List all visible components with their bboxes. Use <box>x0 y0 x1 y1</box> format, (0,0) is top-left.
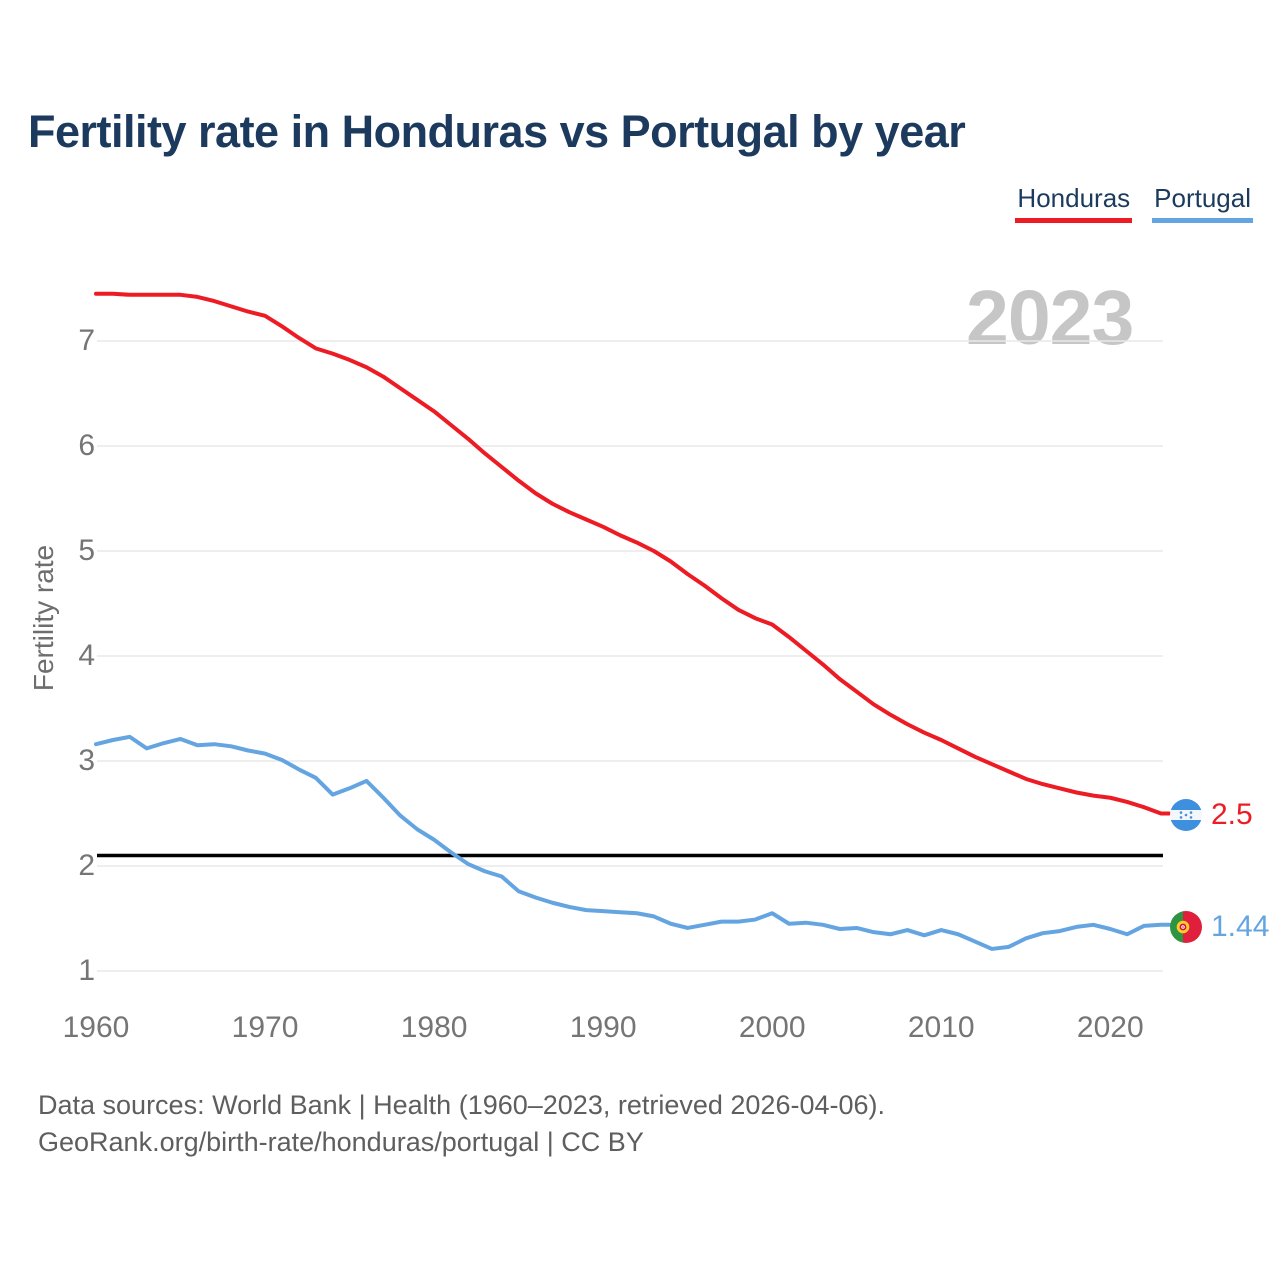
end-value-honduras: 2.5 <box>1211 798 1253 831</box>
x-tick-label: 1960 <box>62 1011 130 1044</box>
legend-item-portugal[interactable]: Portugal <box>1152 184 1253 223</box>
legend: Honduras Portugal <box>1015 184 1253 223</box>
y-tick-label: 7 <box>78 324 95 357</box>
portugal-flag-icon <box>1170 911 1202 943</box>
y-tick-label: 2 <box>78 849 95 882</box>
x-tick-label: 2010 <box>907 1011 975 1044</box>
page-title: Fertility rate in Honduras vs Portugal b… <box>28 106 966 157</box>
x-tick-label: 1980 <box>400 1011 468 1044</box>
y-tick-label: 4 <box>78 639 95 672</box>
y-tick-label: 6 <box>78 429 95 462</box>
x-tick-label: 1970 <box>231 1011 299 1044</box>
y-tick-label: 5 <box>78 534 95 567</box>
series-line-portugal <box>94 734 1171 951</box>
honduras-flag-icon <box>1170 799 1202 831</box>
end-label-portugal: 1.44 <box>1170 911 1269 943</box>
y-tick-label: 3 <box>78 744 95 777</box>
x-tick-label: 2020 <box>1076 1011 1144 1044</box>
end-label-honduras: 2.5 <box>1170 799 1253 831</box>
watermark-year: 2023 <box>966 275 1134 361</box>
x-tick-label: 1990 <box>569 1011 637 1044</box>
x-tick-label: 2000 <box>738 1011 806 1044</box>
series-line-honduras <box>94 291 1171 816</box>
footer-source-line: Data sources: World Bank | Health (1960–… <box>38 1090 885 1120</box>
footer-attribution-line: GeoRank.org/birth-rate/honduras/portugal… <box>38 1127 644 1157</box>
footer: Data sources: World Bank | Health (1960–… <box>38 1087 885 1161</box>
legend-item-honduras[interactable]: Honduras <box>1015 184 1133 223</box>
end-value-portugal: 1.44 <box>1211 910 1270 943</box>
y-tick-label: 1 <box>78 954 95 987</box>
